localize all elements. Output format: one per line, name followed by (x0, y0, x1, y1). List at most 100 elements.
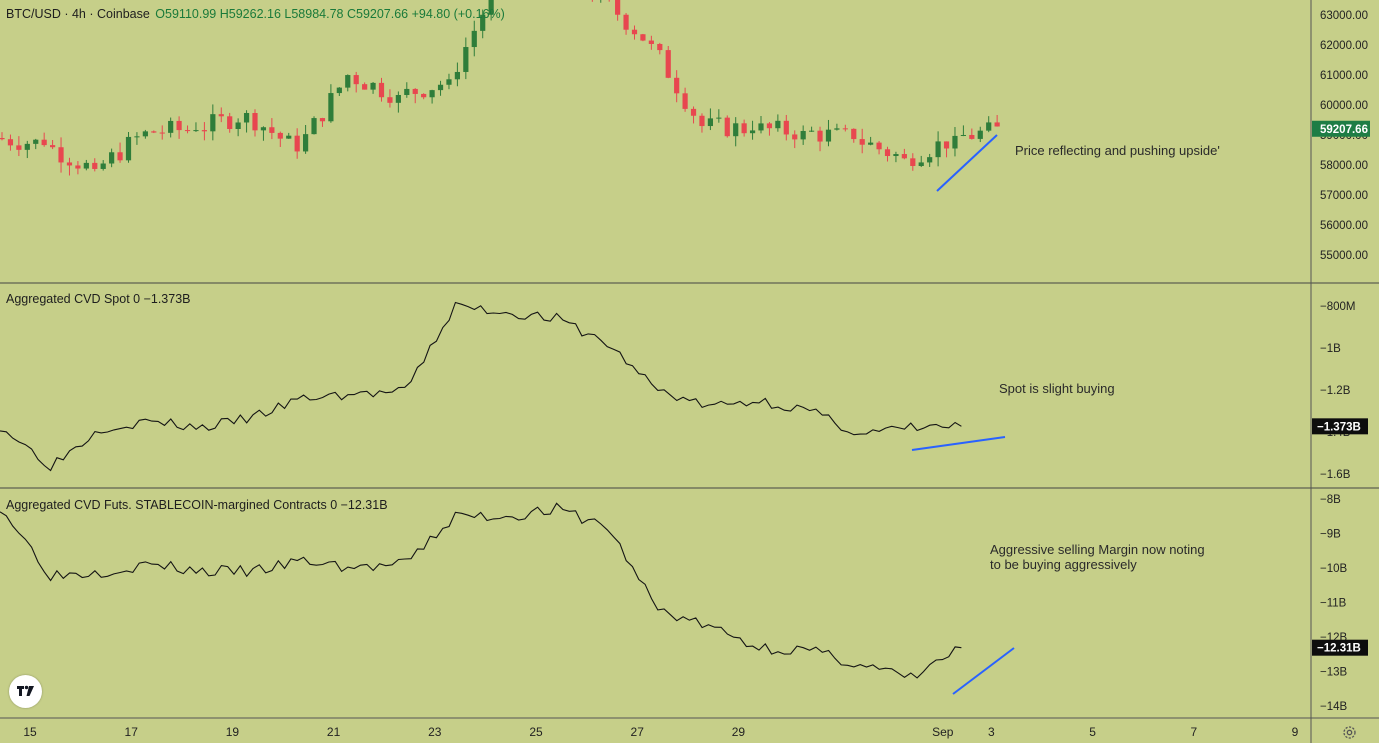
candle-body (227, 116, 233, 129)
candle-body (775, 120, 781, 129)
futs-axis-tick-label: −9B (1320, 529, 1341, 541)
candle-body (269, 127, 275, 133)
candle-body (783, 120, 789, 135)
candle-body (488, 0, 494, 15)
candle-body (766, 123, 773, 129)
candle-body (454, 71, 460, 80)
candle-body (66, 162, 73, 166)
spot-axis-tick-label: −800M (1320, 301, 1355, 313)
candle-body (50, 145, 56, 148)
spot-trendline (911, 436, 1006, 451)
x-axis-tick-label: 3 (988, 725, 995, 739)
last-price-label: 59207.66 (1320, 124, 1368, 136)
futs-annotation-line1: Aggressive selling Margin now noting (990, 542, 1205, 557)
x-axis-tick-label: 15 (23, 725, 37, 739)
price-axis-tick-label: 63000.00 (1320, 10, 1368, 22)
spot-axis-tick-label: −1.2B (1320, 385, 1351, 397)
price-axis-tick-label: 57000.00 (1320, 190, 1368, 202)
spot-pane-title[interactable]: Aggregated CVD Spot 0 −1.373B (6, 292, 191, 306)
x-axis-tick-label: Sep (932, 725, 954, 739)
candle-body (480, 14, 486, 31)
spot-last-value-tag (1312, 418, 1368, 435)
x-axis-tick-label: 23 (428, 725, 442, 739)
ohlc-open: 59110.99 (165, 7, 217, 21)
x-axis-tick-label: 17 (125, 725, 139, 739)
candle-body (0, 138, 5, 140)
candle-body (286, 135, 292, 139)
price-axis-tick-label: 55000.00 (1320, 250, 1368, 262)
candle-body (125, 136, 132, 161)
candle-body (707, 118, 713, 127)
candle-body (699, 115, 705, 127)
candle-body (100, 163, 106, 169)
candle-body (109, 152, 115, 164)
futs-pane-title[interactable]: Aggregated CVD Futs. STABLECOIN-margined… (6, 498, 388, 512)
candle-body (210, 114, 216, 132)
futs-annotation: Aggressive selling Margin now noting to … (990, 542, 1205, 572)
candle-body (918, 162, 924, 166)
candle-body (623, 14, 629, 30)
candle-body (33, 139, 39, 144)
price-axis-tick-label: 60000.00 (1320, 100, 1368, 112)
price-axis-tick-label: 58000.00 (1320, 160, 1368, 172)
candle-body (134, 136, 140, 138)
tradingview-logo-icon[interactable] (9, 675, 42, 708)
candle-body (378, 82, 385, 98)
candle-body (825, 129, 832, 142)
candle-body (437, 84, 444, 91)
futs-trendline (952, 647, 1015, 695)
ohlc-low-label: L (284, 7, 292, 21)
candle-body (446, 79, 452, 85)
gear-icon[interactable] (1341, 724, 1358, 741)
candle-body (876, 142, 882, 150)
candle-body (41, 139, 47, 146)
x-axis-tick-label: 29 (732, 725, 746, 739)
candle-body (977, 130, 983, 139)
price-trendline (936, 134, 998, 192)
spot-last-value-label: −1.373B (1317, 421, 1361, 433)
candle-body (749, 130, 756, 134)
candle-body (142, 131, 148, 137)
candle-body (83, 162, 89, 169)
candle-body (884, 149, 891, 157)
futs-axis-tick-label: −13B (1320, 667, 1348, 679)
candle-body (631, 29, 638, 35)
candle-body (24, 143, 30, 150)
last-price-tag (1312, 120, 1370, 137)
candle-body (935, 141, 941, 158)
candle-body (927, 157, 933, 163)
candle-body (260, 127, 267, 131)
candle-body (733, 123, 739, 137)
candle-body (353, 75, 359, 85)
candle-body (859, 139, 865, 145)
candle-body (395, 94, 401, 103)
candle-body (615, 0, 621, 15)
spot-axis-tick-label: −1B (1320, 343, 1341, 355)
price-axis-tick-label: 62000.00 (1320, 40, 1368, 52)
x-axis-tick-label: 5 (1089, 725, 1096, 739)
candle-body (648, 40, 654, 44)
candle-body (994, 122, 1000, 127)
candle-body (817, 130, 823, 142)
x-axis-tick-label: 25 (529, 725, 543, 739)
candle-body (960, 134, 966, 136)
ohlc-high: 59262.16 (228, 7, 281, 21)
x-axis-tick-label: 27 (631, 725, 645, 739)
x-axis-tick-label: 21 (327, 725, 341, 739)
ohlc-change: +94.80 (+0.16%) (411, 7, 505, 21)
futs-series-line (0, 502, 962, 679)
candle-body (868, 142, 874, 145)
candle-body (851, 128, 857, 140)
candle-body (159, 132, 165, 134)
candle-body (724, 117, 730, 137)
symbol-label[interactable]: BTC/USD · 4h · Coinbase (6, 7, 150, 21)
candle-body (75, 165, 81, 169)
candle-body (910, 158, 916, 166)
candle-body (151, 131, 157, 133)
futs-annotation-line2: to be buying aggressively (990, 557, 1137, 572)
price-annotation: Price reflecting and pushing upside' (1015, 143, 1220, 158)
futs-axis-tick-label: −11B (1320, 598, 1347, 610)
candle-body (421, 93, 427, 98)
futs-last-value-label: −12.31B (1317, 643, 1361, 655)
